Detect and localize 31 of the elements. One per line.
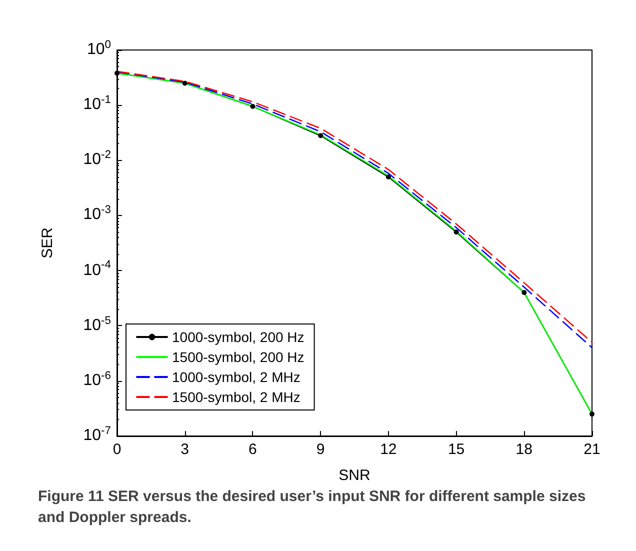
x-tick-label: 12 [380, 441, 397, 458]
x-tick-label: 0 [112, 441, 122, 458]
point [522, 290, 527, 296]
legend-label: 1000-symbol, 200 Hz [172, 329, 304, 345]
y-tick-label: 10$^{-5}$ [83, 314, 111, 334]
x-tick-label: 21 [584, 441, 600, 458]
point [182, 80, 188, 86]
legend-label: 1500-symbol, 200 Hz [172, 349, 304, 365]
point [114, 70, 120, 76]
y-tick-label: 10$^{-2}$ [83, 149, 111, 170]
point [386, 174, 391, 180]
x-tick-label: 9 [316, 441, 325, 458]
x-tick-label: 3 [180, 441, 190, 458]
y-axis-title: SER [39, 227, 56, 258]
point [250, 104, 256, 109]
y-tick-label: 10$^{-3}$ [83, 204, 111, 224]
legend-label: 1000-symbol, 2 MHz [172, 369, 300, 385]
y-tick-label: 10$^{-6}$ [83, 370, 111, 390]
x-axis-title: SNR [338, 467, 370, 484]
point [318, 133, 324, 138]
x-tick-label: 18 [516, 441, 532, 458]
x-tick-label: 6 [248, 441, 257, 458]
caption: Figure 11 SER versus the desired user’s input SNR for different sample sizes and Doppler spreads. [38, 488, 590, 526]
point [590, 412, 594, 417]
y-tick-label: 10$^{-7}$ [83, 425, 111, 445]
y-tick-label: 10$^{-4}$ [83, 260, 111, 280]
x-tick-label: 15 [448, 441, 465, 458]
y-tick-label: 10$^{0}$ [86, 39, 111, 59]
legend-label: 1500-symbol, 2 MHz [172, 389, 300, 405]
point [454, 230, 459, 235]
y-tick-label: 10$^{-1}$ [83, 94, 111, 114]
